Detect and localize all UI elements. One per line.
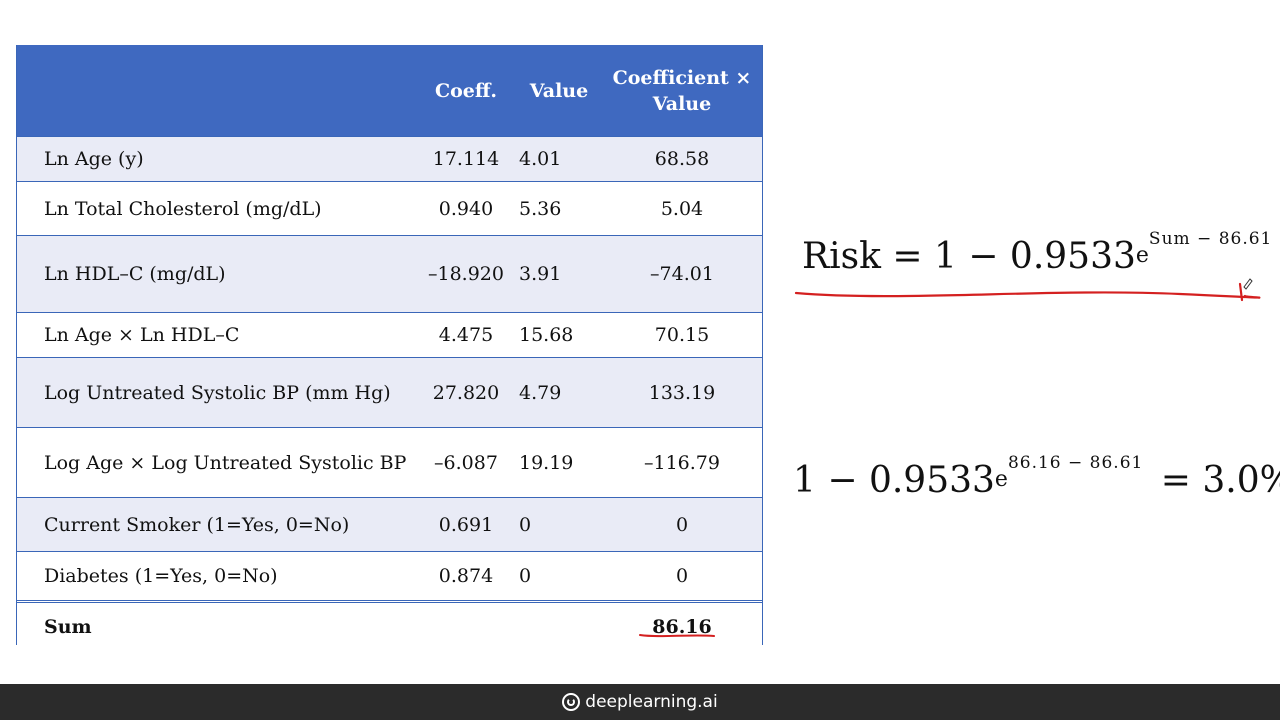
row-product: –74.01 xyxy=(650,263,714,285)
footer-bar: deeplearning.ai xyxy=(0,684,1280,720)
header-product-line2: Value xyxy=(652,93,712,115)
table-row: Ln Total Cholesterol (mg/dL) 0.940 5.36 … xyxy=(17,181,762,235)
row-value: 0 xyxy=(519,565,532,587)
risk-formula: Risk = 1 − 0.9533eSum − 86.61 xyxy=(802,229,1272,277)
footer-brand: deeplearning.ai xyxy=(585,692,718,712)
row-coeff: 4.475 xyxy=(438,324,494,346)
row-label: Ln Total Cholesterol (mg/dL) xyxy=(44,197,322,220)
header-coeff: Coeff. xyxy=(434,80,498,102)
row-coeff: 0.691 xyxy=(438,513,494,536)
row-value: 4.79 xyxy=(519,381,562,404)
risk-calculation: 1 − 0.9533e86.16 − 86.61 = 3.0% xyxy=(793,453,1280,501)
row-coeff: 0.874 xyxy=(438,565,494,587)
header-value: Value xyxy=(529,80,589,102)
sum-label: Sum xyxy=(44,615,92,638)
table-header: Coeff. Value Coefficient × Value xyxy=(17,45,762,136)
formula-underline-annotation xyxy=(794,282,1261,302)
row-value: 5.36 xyxy=(519,197,562,220)
row-label: Log Age × Log Untreated Systolic BP xyxy=(44,451,407,474)
sum-value: 86.16 xyxy=(652,615,712,638)
risk-table: Coeff. Value Coefficient × Value Ln Age … xyxy=(16,45,763,645)
risk-calc-result: = 3.0% xyxy=(1160,460,1280,501)
row-label: Current Smoker (1=Yes, 0=No) xyxy=(44,513,350,536)
table-row: Ln Age (y) 17.114 4.01 68.58 xyxy=(17,136,762,181)
row-coeff: 17.114 xyxy=(432,148,500,170)
risk-formula-lhs: Risk = 1 − 0.9533 xyxy=(802,236,1136,277)
row-product: 133.19 xyxy=(648,381,716,404)
row-value: 4.01 xyxy=(519,148,562,170)
sum-row: Sum 86.16 xyxy=(17,600,762,645)
row-value: 3.91 xyxy=(519,263,562,285)
row-product: 5.04 xyxy=(660,197,704,220)
table-row: Current Smoker (1=Yes, 0=No) 0.691 0 0 xyxy=(17,497,762,551)
table-row: Diabetes (1=Yes, 0=No) 0.874 0 0 xyxy=(17,551,762,600)
slide: Coeff. Value Coefficient × Value Ln Age … xyxy=(16,45,1280,645)
row-label: Diabetes (1=Yes, 0=No) xyxy=(44,565,278,587)
header-product: Coefficient × Value xyxy=(607,65,757,117)
row-product: –116.79 xyxy=(644,451,720,474)
table-row: Ln Age × Ln HDL–C 4.475 15.68 70.15 xyxy=(17,312,762,357)
row-value: 19.19 xyxy=(519,451,574,474)
row-label: Ln Age × Ln HDL–C xyxy=(44,324,240,346)
row-coeff: 27.820 xyxy=(432,381,500,404)
row-value: 0 xyxy=(519,513,532,536)
risk-calc-lhs: 1 − 0.9533 xyxy=(793,460,995,501)
risk-calc-base: e xyxy=(994,467,1008,492)
row-coeff: –6.087 xyxy=(434,451,498,474)
header-product-line1: Coefficient × xyxy=(612,67,752,89)
row-value: 15.68 xyxy=(519,324,574,346)
table-row: Log Untreated Systolic BP (mm Hg) 27.820… xyxy=(17,357,762,427)
row-product: 0 xyxy=(675,513,689,536)
risk-formula-base: e xyxy=(1135,243,1149,268)
risk-calc-exponent: 86.16 − 86.61 xyxy=(1007,453,1144,473)
row-label: Ln Age (y) xyxy=(44,148,144,170)
row-coeff: –18.920 xyxy=(428,263,504,285)
table-row: Ln HDL–C (mg/dL) –18.920 3.91 –74.01 xyxy=(17,235,762,312)
row-coeff: 0.940 xyxy=(438,197,494,220)
risk-formula-exponent: Sum − 86.61 xyxy=(1148,229,1273,249)
pen-cursor-icon xyxy=(1243,278,1253,290)
row-label: Ln HDL–C (mg/dL) xyxy=(44,263,226,285)
deeplearning-logo-icon xyxy=(562,693,581,711)
row-label: Log Untreated Systolic BP (mm Hg) xyxy=(44,381,391,404)
row-product: 0 xyxy=(675,565,689,587)
table-row: Log Age × Log Untreated Systolic BP –6.0… xyxy=(17,427,762,497)
row-product: 68.58 xyxy=(654,148,710,170)
row-product: 70.15 xyxy=(654,324,710,346)
